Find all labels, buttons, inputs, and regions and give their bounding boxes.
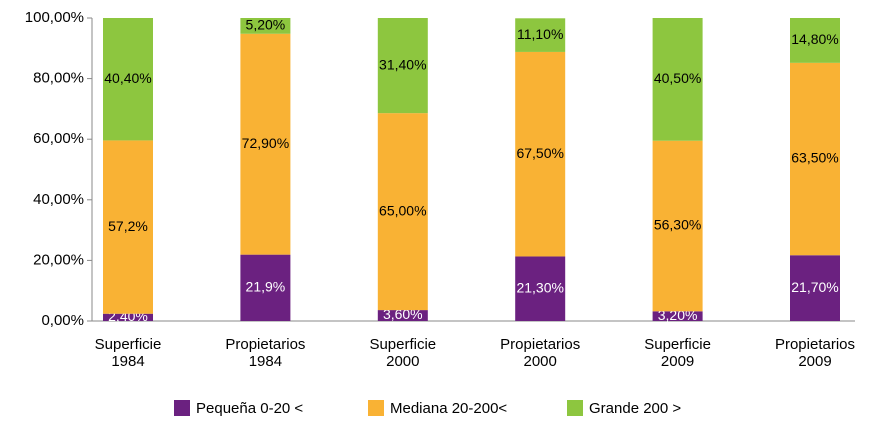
y-tick-label: 80,00% <box>33 70 84 87</box>
x-tick-label: Superficie 2000 <box>369 336 436 370</box>
legend-swatch <box>368 400 384 416</box>
y-tick-label: 100,00% <box>25 9 84 26</box>
legend-swatch <box>567 400 583 416</box>
x-tick-label: Propietarios 2009 <box>775 336 855 370</box>
bar-segment <box>240 254 291 321</box>
y-tick-label: 20,00% <box>33 251 84 268</box>
x-tick-label: Superficie 2009 <box>644 336 711 370</box>
bar-segment <box>377 310 428 321</box>
value-label: 11,10% <box>517 26 563 42</box>
value-label: 40,40% <box>104 70 151 86</box>
legend-swatch <box>174 400 190 416</box>
value-label: 31,40% <box>379 56 426 72</box>
bar-segment <box>377 18 428 114</box>
value-label: 21,30% <box>516 279 563 295</box>
bar-segment <box>103 18 153 141</box>
bar-segment <box>515 18 566 52</box>
legend-label: Pequeña 0-20 < <box>196 400 303 417</box>
x-tick-label: Superficie 1984 <box>95 336 162 370</box>
value-label: 65,00% <box>379 202 426 218</box>
legend-label: Mediana 20-200< <box>390 400 507 417</box>
y-tick-label: 0,00% <box>41 312 84 329</box>
x-tick-label: Propietarios 1984 <box>225 336 305 370</box>
bar-segment <box>103 313 153 321</box>
bar-segment <box>652 140 703 312</box>
value-label: 63,50% <box>791 150 838 166</box>
bar-segment <box>790 18 840 63</box>
value-label: 14,80% <box>791 31 838 47</box>
bar-segment <box>103 140 153 314</box>
value-label: 57,2% <box>108 218 148 234</box>
value-label: 56,30% <box>654 217 701 233</box>
value-label: 21,9% <box>246 279 286 295</box>
value-label: 67,50% <box>516 145 563 161</box>
bar-segment <box>240 18 291 34</box>
bar-segment <box>515 51 566 257</box>
bar-segment <box>377 113 428 311</box>
y-tick-label: 40,00% <box>33 191 84 208</box>
value-label: 72,90% <box>242 135 289 151</box>
value-label: 3,60% <box>383 306 423 322</box>
bar-segment <box>240 33 291 255</box>
value-label: 40,50% <box>654 70 701 86</box>
bar-segment <box>652 311 703 321</box>
bar-segment <box>515 256 566 321</box>
bar-segment <box>790 62 840 256</box>
y-tick-label: 60,00% <box>33 130 84 147</box>
x-tick-label: Propietarios 2000 <box>500 336 580 370</box>
bar-segment <box>652 18 703 141</box>
bar-segment <box>790 255 840 321</box>
value-label: 21,70% <box>791 279 838 295</box>
value-label: 5,20% <box>246 17 286 33</box>
legend-label: Grande 200 > <box>589 400 681 417</box>
